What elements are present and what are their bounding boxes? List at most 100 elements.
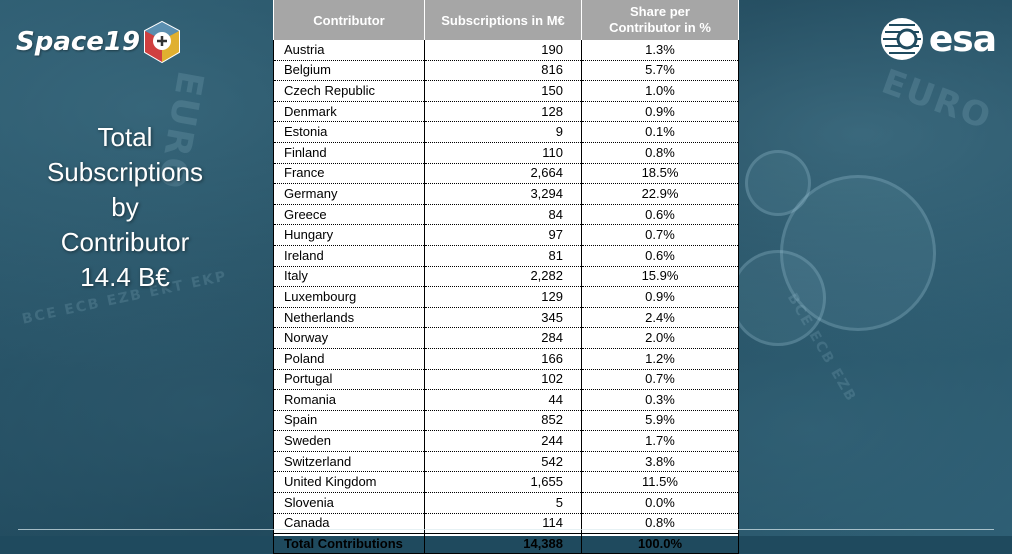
table-row: Ireland 81 0.6% (273, 245, 739, 267)
table-header-row: Contributor Subscriptions in M€ Share pe… (273, 0, 739, 40)
contributor-cell: Slovenia (273, 492, 425, 514)
esa-logo-text: esa (928, 18, 997, 60)
table-row: United Kingdom 1,655 11.5% (273, 471, 739, 494)
share-cell: 0.1% (581, 121, 739, 143)
contributor-cell: Ireland (273, 245, 425, 267)
slide-headline: Total Subscriptions by Contributor 14.4 … (20, 120, 230, 295)
subscription-cell: 1,655 (424, 471, 582, 494)
table-row: Switzerland 542 3.8% (273, 451, 739, 473)
contributor-cell: Denmark (273, 101, 425, 123)
share-cell: 18.5% (581, 163, 739, 185)
header-subscriptions: Subscriptions in M€ (424, 0, 582, 40)
headline-line: Contributor (60, 227, 190, 257)
share-cell: 1.7% (581, 430, 739, 452)
total-row: Total Contributions 14,388 100.0% (273, 533, 739, 554)
table-row: Czech Republic 150 1.0% (273, 80, 739, 102)
contributor-cell: Belgium (273, 60, 425, 82)
contributor-cell: Finland (273, 142, 425, 164)
subscription-cell: 9 (424, 121, 582, 143)
share-cell: 0.8% (581, 513, 739, 535)
contributor-cell: Austria (273, 40, 425, 61)
subscription-cell: 852 (424, 410, 582, 432)
table-row: Belgium 816 5.7% (273, 60, 739, 82)
share-cell: 3.8% (581, 451, 739, 473)
table-row: Spain 852 5.9% (273, 410, 739, 432)
headline-total: 14.4 B€ (80, 262, 170, 292)
subscription-cell: 84 (424, 204, 582, 226)
share-cell: 0.7% (581, 369, 739, 391)
coin-decoration (745, 150, 811, 216)
contributor-cell: United Kingdom (273, 471, 425, 494)
table-row: Denmark 128 0.9% (273, 101, 739, 123)
share-cell: 1.0% (581, 80, 739, 102)
total-value: 14,388 (424, 533, 582, 554)
contributor-cell: France (273, 163, 425, 185)
contributor-cell: Greece (273, 204, 425, 226)
subscription-cell: 97 (424, 224, 582, 246)
share-cell: 0.9% (581, 286, 739, 308)
total-share: 100.0% (581, 533, 739, 554)
space19-logo: Space19 (16, 20, 182, 64)
table-row: Austria 190 1.3% (273, 40, 739, 61)
share-cell: 0.9% (581, 101, 739, 123)
share-cell: 0.8% (581, 142, 739, 164)
header-share: Share per Contributor in % (581, 0, 739, 40)
subscription-cell: 345 (424, 307, 582, 329)
subscription-cell: 816 (424, 60, 582, 82)
contributor-cell: Canada (273, 513, 425, 535)
banknote-decoration: EURO (876, 61, 998, 139)
share-cell: 1.2% (581, 348, 739, 370)
table-row: Finland 110 0.8% (273, 142, 739, 164)
share-cell: 0.6% (581, 204, 739, 226)
share-cell: 5.9% (581, 410, 739, 432)
share-cell: 22.9% (581, 183, 739, 205)
headline-line: Total (97, 122, 153, 152)
footer-divider (18, 529, 994, 530)
subscription-cell: 114 (424, 513, 582, 535)
subscription-cell: 2,664 (424, 163, 582, 185)
contributor-cell: Italy (273, 266, 425, 288)
table-row: Germany 3,294 22.9% (273, 183, 739, 205)
contributor-cell: Romania (273, 389, 425, 411)
table-body: Austria 190 1.3% Belgium 816 5.7% Czech Republ… (273, 40, 739, 554)
contributor-cell: Norway (273, 327, 425, 349)
space19-cube-icon (144, 20, 181, 64)
contributor-cell: Spain (273, 410, 425, 432)
table-row: Estonia 9 0.1% (273, 121, 739, 143)
table-row: Romania 44 0.3% (273, 389, 739, 411)
total-label: Total Contributions (273, 533, 425, 554)
table-row: Poland 166 1.2% (273, 348, 739, 370)
subscription-cell: 542 (424, 451, 582, 473)
share-cell: 1.3% (581, 40, 739, 61)
table-row: Greece 84 0.6% (273, 204, 739, 226)
table-row: Netherlands 345 2.4% (273, 307, 739, 329)
subscription-cell: 81 (424, 245, 582, 267)
table-row: Luxembourg 129 0.9% (273, 286, 739, 308)
table-row: France 2,664 18.5% (273, 163, 739, 185)
subscription-cell: 190 (424, 40, 582, 61)
contributor-cell: Luxembourg (273, 286, 425, 308)
share-cell: 0.6% (581, 245, 739, 267)
share-cell: 2.0% (581, 327, 739, 349)
table-row: Hungary 97 0.7% (273, 224, 739, 246)
subscription-cell: 44 (424, 389, 582, 411)
share-cell: 2.4% (581, 307, 739, 329)
contributor-cell: Portugal (273, 369, 425, 391)
table-row: Sweden 244 1.7% (273, 430, 739, 452)
subscription-cell: 110 (424, 142, 582, 164)
contributor-cell: Netherlands (273, 307, 425, 329)
subscription-cell: 150 (424, 80, 582, 102)
subscription-cell: 2,282 (424, 266, 582, 288)
headline-line: by (111, 192, 139, 222)
contributor-cell: Germany (273, 183, 425, 205)
table-row: Portugal 102 0.7% (273, 369, 739, 391)
subscription-cell: 128 (424, 101, 582, 123)
contributor-cell: Switzerland (273, 451, 425, 473)
subscription-cell: 129 (424, 286, 582, 308)
table-row: Italy 2,282 15.9% (273, 266, 739, 288)
share-cell: 11.5% (581, 471, 739, 494)
subscription-cell: 244 (424, 430, 582, 452)
share-cell: 5.7% (581, 60, 739, 82)
esa-logo: esa (879, 16, 997, 62)
contributor-cell: Poland (273, 348, 425, 370)
